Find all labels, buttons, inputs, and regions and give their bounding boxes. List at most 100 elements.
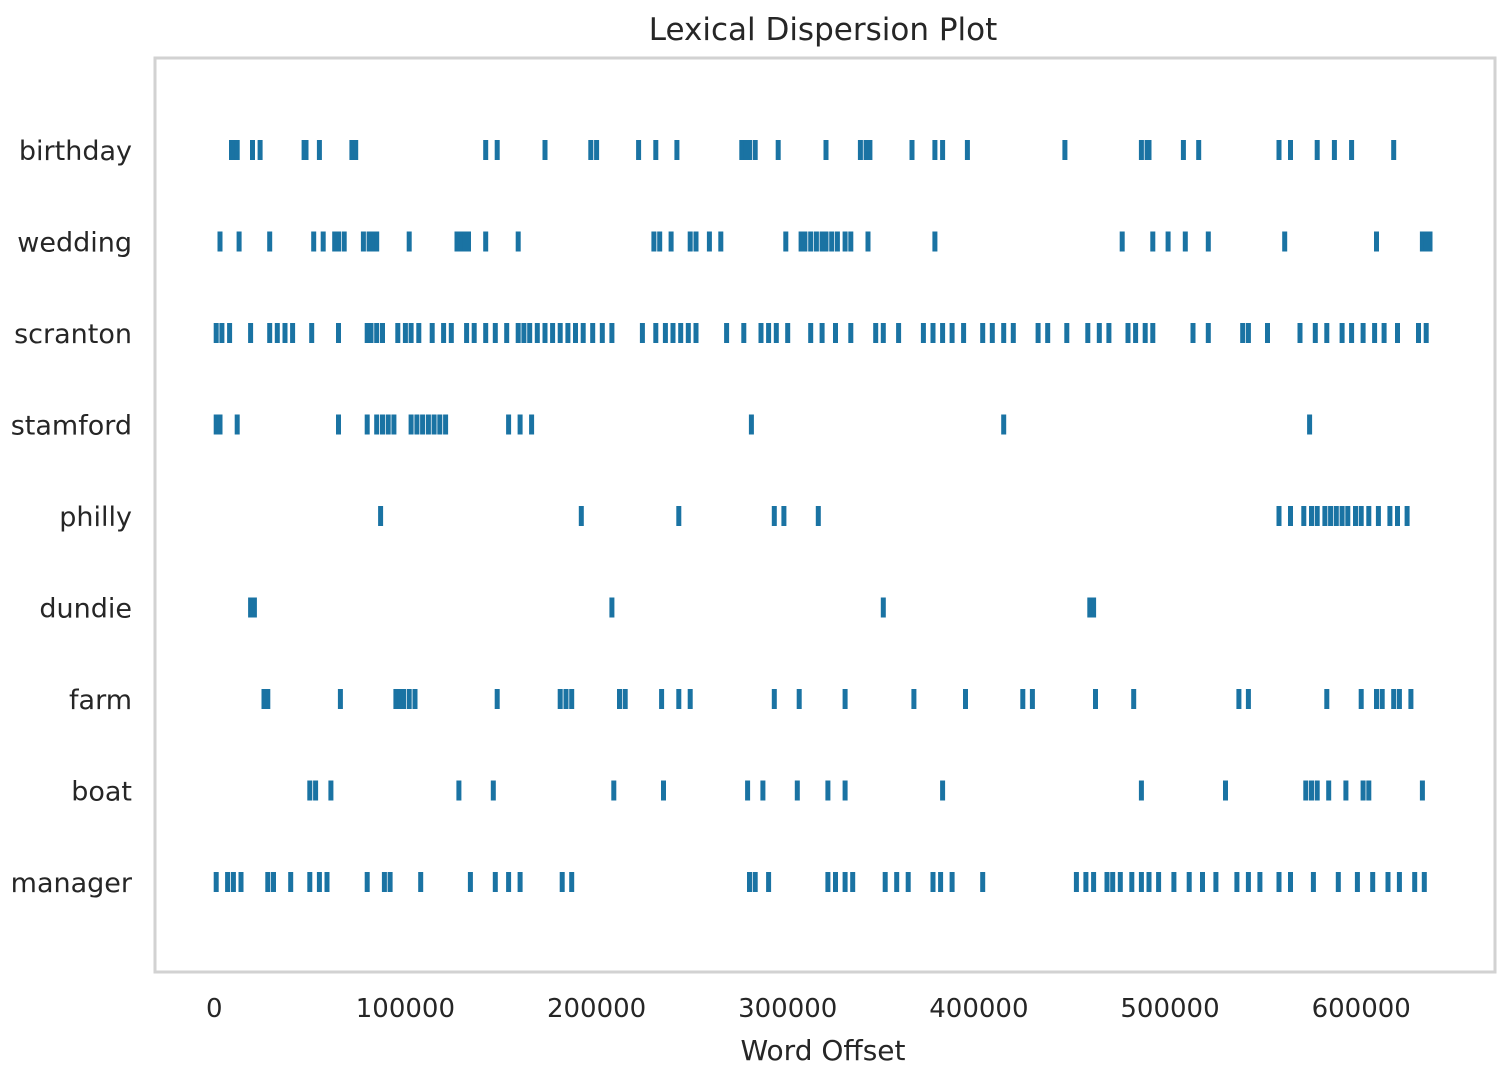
- dispersion-mark: [515, 323, 521, 343]
- dispersion-mark: [313, 780, 319, 801]
- dispersion-mark: [758, 323, 764, 343]
- dispersion-mark: [825, 872, 831, 892]
- dispersion-mark: [1335, 872, 1341, 892]
- dispersion-mark: [225, 872, 231, 892]
- dispersion-mark: [1276, 506, 1282, 526]
- dispersion-mark: [303, 140, 309, 160]
- dispersion-mark: [1419, 231, 1425, 252]
- dispersion-mark: [1129, 872, 1135, 892]
- word-label-scranton: scranton: [14, 319, 132, 350]
- dispersion-mark: [1245, 323, 1251, 343]
- dispersion-mark: [336, 231, 341, 252]
- dispersion-mark: [1314, 780, 1320, 801]
- dispersion-mark: [796, 689, 802, 709]
- dispersion-mark: [238, 872, 244, 892]
- dispersion-mark: [896, 323, 902, 343]
- dispersion-mark: [234, 140, 240, 160]
- dispersion-mark: [980, 872, 986, 892]
- dispersion-mark: [1104, 872, 1110, 892]
- dispersion-mark: [1085, 323, 1091, 343]
- dispersion-mark: [483, 231, 489, 252]
- dispersion-mark: [364, 414, 370, 435]
- x-tick-label: 300000: [738, 994, 837, 1024]
- dispersion-mark: [1408, 689, 1414, 709]
- dispersion-mark: [408, 323, 414, 343]
- dispersion-mark: [1381, 323, 1387, 343]
- word-label-stamford: stamford: [11, 411, 132, 442]
- dispersion-mark: [1257, 872, 1263, 892]
- x-tick-label: 200000: [547, 994, 646, 1024]
- dispersion-mark: [880, 323, 886, 343]
- dispersion-mark: [1343, 780, 1349, 801]
- dispersion-mark: [1366, 506, 1372, 526]
- dispersion-mark: [393, 689, 399, 709]
- dispersion-mark: [1240, 323, 1246, 343]
- dispersion-mark: [989, 323, 995, 343]
- dispersion-mark: [1282, 231, 1288, 252]
- dispersion-mark: [590, 323, 596, 343]
- dispersion-mark: [380, 414, 385, 435]
- dispersion-mark: [760, 780, 766, 801]
- dispersion-mark: [668, 231, 674, 252]
- dispersion-mark: [1045, 323, 1051, 343]
- dispersion-mark: [1312, 323, 1318, 343]
- dispersion-mark: [819, 323, 825, 343]
- dispersion-mark: [880, 597, 886, 618]
- marks-row-dundie: [248, 597, 1097, 618]
- dispersion-mark: [1314, 506, 1320, 526]
- x-tick-labels: 0 100000 200000 300000 400000 500000 600000: [206, 994, 1411, 1024]
- dispersion-mark: [706, 231, 712, 252]
- dispersion-mark: [1200, 872, 1205, 892]
- dispersion-mark: [588, 140, 594, 160]
- dispersion-mark: [1190, 323, 1196, 343]
- dispersion-mark: [483, 140, 489, 160]
- dispersion-mark: [1205, 323, 1211, 343]
- dispersion-mark: [678, 323, 684, 343]
- dispersion-mark: [834, 231, 840, 252]
- dispersion-mark: [1020, 689, 1026, 709]
- dispersion-mark: [374, 231, 380, 252]
- dispersion-mark: [1171, 872, 1177, 892]
- dispersion-mark: [1423, 323, 1429, 343]
- dispersion-mark: [1245, 689, 1251, 709]
- dispersion-mark: [492, 872, 498, 892]
- word-labels: birthday wedding scranton stamford philly dun…: [11, 136, 133, 899]
- dispersion-mark: [1349, 323, 1355, 343]
- dispersion-mark: [766, 872, 772, 892]
- dispersion-mark: [1303, 780, 1309, 801]
- dispersion-mark: [368, 323, 374, 343]
- dispersion-mark: [267, 323, 273, 343]
- dispersion-mark: [527, 323, 533, 343]
- dispersion-mark: [622, 689, 628, 709]
- dispersion-mark: [1391, 140, 1397, 160]
- dispersion-mark: [1423, 231, 1429, 252]
- dispersion-mark: [282, 323, 288, 343]
- dispersion-mark: [1142, 323, 1148, 343]
- dispersion-mark: [1385, 872, 1391, 892]
- dispersion-mark: [341, 231, 347, 252]
- dispersion-mark: [456, 780, 462, 801]
- dispersion-mark: [1374, 231, 1379, 252]
- dispersion-mark: [1326, 780, 1332, 801]
- dispersion-mark: [1358, 506, 1364, 526]
- dispersion-mark: [932, 140, 938, 160]
- dispersion-mark: [217, 231, 223, 252]
- dispersion-mark: [454, 231, 460, 252]
- dispersion-mark: [676, 506, 682, 526]
- dispersion-mark: [320, 231, 326, 252]
- dispersion-mark: [940, 323, 946, 343]
- dispersion-mark: [1416, 323, 1421, 343]
- dispersion-mark: [752, 872, 758, 892]
- dispersion-mark: [1001, 414, 1007, 435]
- dispersion-mark: [425, 414, 431, 435]
- dispersion-mark: [307, 872, 313, 892]
- dispersion-mark: [687, 689, 693, 709]
- dispersion-mark: [429, 323, 435, 343]
- marks-row-manager: [213, 872, 1427, 892]
- dispersion-mark: [609, 323, 615, 343]
- dispersion-mark: [213, 872, 219, 892]
- dispersion-mark: [1387, 506, 1393, 526]
- dispersion-mark: [1234, 872, 1240, 892]
- dispersion-mark: [905, 872, 911, 892]
- dispersion-mark: [557, 323, 563, 343]
